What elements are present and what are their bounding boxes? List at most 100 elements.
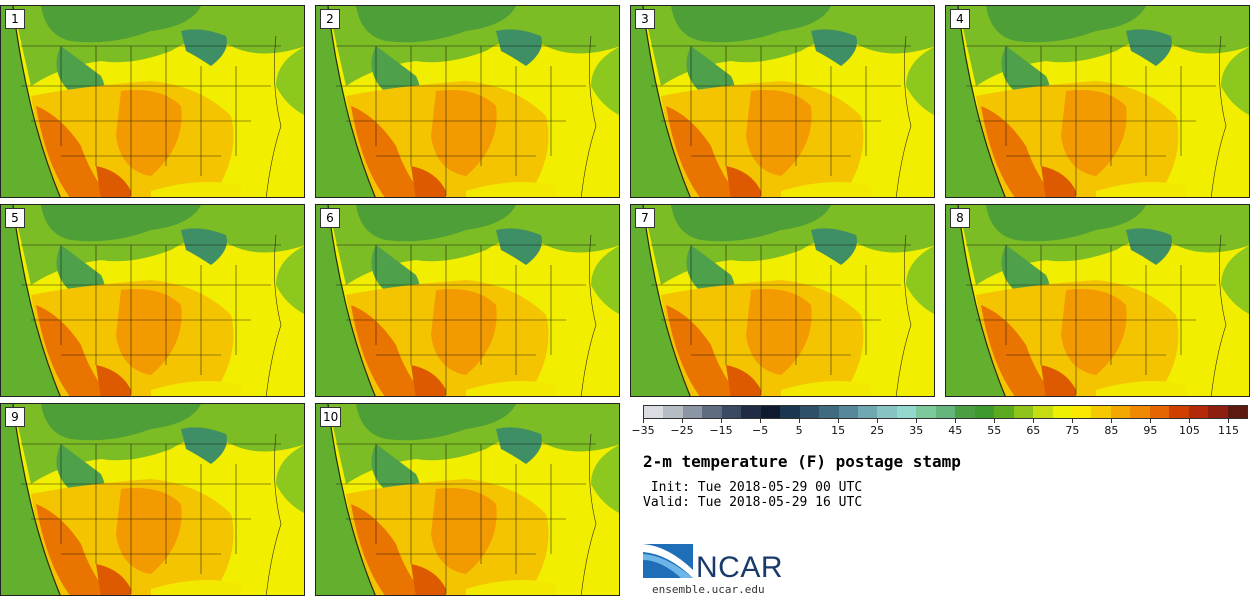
member-label: 3 [635,9,655,29]
colorbar-segment [1188,406,1209,418]
colorbar-segment [1169,406,1189,418]
colorbar-tick-label: 15 [831,424,846,437]
colorbar-tick [1228,419,1230,423]
ncar-logo-icon [643,544,693,578]
colorbar-tick-label: 105 [1178,424,1200,437]
colorbar-segment [994,406,1014,418]
postage-stamp-panel: 5 [0,204,305,397]
colorbar-segment [1033,406,1053,418]
colorbar-tick [1033,419,1035,423]
colorbar-ticks: −35 −25 −15 −5 5 15 25 35 45 55 65 75 85 95 105 115 [631,419,1248,443]
colorbar-segment [1208,406,1228,418]
colorbar-tick [721,419,723,423]
member-label: 4 [950,9,970,29]
colorbar-segment [838,406,858,418]
colorbar-tick-label: 45 [948,424,963,437]
colorbar-tick-label: 25 [870,424,885,437]
colorbar-tick-label: 65 [1026,424,1041,437]
member-label: 2 [320,9,340,29]
colorbar-tick [1072,419,1074,423]
chart-title: 2-m temperature (F) postage stamp [643,452,961,471]
temperature-map [316,205,619,396]
colorbar-segment [974,406,995,418]
temperature-map [316,6,619,197]
colorbar-tick [799,419,801,423]
colorbar-tick [1111,419,1113,423]
colorbar-segment [896,406,917,418]
colorbar-segment [955,406,975,418]
temperature-colorbar [643,405,1248,419]
colorbar-tick-label: 75 [1065,424,1080,437]
postage-stamp-panel: 10 [315,403,620,596]
colorbar-segment [741,406,761,418]
member-label: 1 [5,9,25,29]
colorbar-segment [682,406,703,418]
member-label: 9 [5,407,25,427]
colorbar-segment [1149,406,1170,418]
colorbar-segment [799,406,820,418]
postage-stamp-panel: 8 [945,204,1250,397]
colorbar-segment [702,406,722,418]
colorbar-tick [1189,419,1191,423]
colorbar-tick-label: 95 [1143,424,1158,437]
temperature-map [1,404,304,595]
postage-stamp-panel: 6 [315,204,620,397]
colorbar-segment [1013,406,1034,418]
colorbar-tick [643,419,644,423]
colorbar-tick-label: 115 [1217,424,1239,437]
colorbar-segment [857,406,878,418]
colorbar-tick [877,419,879,423]
colorbar-tick [916,419,918,423]
init-time: Init: Tue 2018-05-29 00 UTC [643,480,863,495]
postage-stamp-panel: 9 [0,403,305,596]
colorbar-tick-label: −5 [751,424,769,437]
temperature-map [946,205,1249,396]
site-url: ensemble.ucar.edu [652,583,765,596]
temperature-map [946,6,1249,197]
valid-time: Valid: Tue 2018-05-29 16 UTC [643,495,863,510]
colorbar-tick-label: −25 [670,424,694,437]
member-label: 5 [5,208,25,228]
colorbar-tick [955,419,957,423]
colorbar-segment [877,406,897,418]
member-label: 7 [635,208,655,228]
colorbar-tick-label: 5 [795,424,803,437]
temperature-map [1,6,304,197]
colorbar-segment [780,406,800,418]
postage-stamp-panel: 3 [630,5,935,198]
colorbar-segment [819,406,839,418]
colorbar-tick-label: 85 [1104,424,1119,437]
temperature-map [631,6,934,197]
colorbar-tick [1150,419,1152,423]
colorbar-tick [760,419,762,423]
colorbar-segment [1130,406,1150,418]
logo-wordmark: NCAR [696,551,784,584]
postage-stamp-panel: 2 [315,5,620,198]
member-label: 8 [950,208,970,228]
postage-stamp-panel: 1 [0,5,305,198]
colorbar-segment [1071,406,1092,418]
colorbar-segment [1091,406,1111,418]
colorbar-tick-label: 55 [987,424,1002,437]
colorbar-segment [721,406,742,418]
colorbar-tick [838,419,840,423]
colorbar-tick [994,419,996,423]
colorbar-segment [644,406,664,418]
temperature-map [1,205,304,396]
temperature-map [316,404,619,595]
colorbar-tick-label: 35 [909,424,924,437]
colorbar-segment [760,406,781,418]
colorbar-segment [935,406,956,418]
colorbar-tick [682,419,684,423]
colorbar-tick-label: −35 [631,424,655,437]
colorbar-segment [663,406,683,418]
member-label: 6 [320,208,340,228]
colorbar-segment [1227,406,1248,418]
postage-stamp-panel: 4 [945,5,1250,198]
colorbar-tick-label: −15 [709,424,733,437]
temperature-map [631,205,934,396]
member-label: 10 [320,407,342,427]
colorbar-segment [1052,406,1072,418]
colorbar-segment [1110,406,1131,418]
colorbar-segment [916,406,936,418]
